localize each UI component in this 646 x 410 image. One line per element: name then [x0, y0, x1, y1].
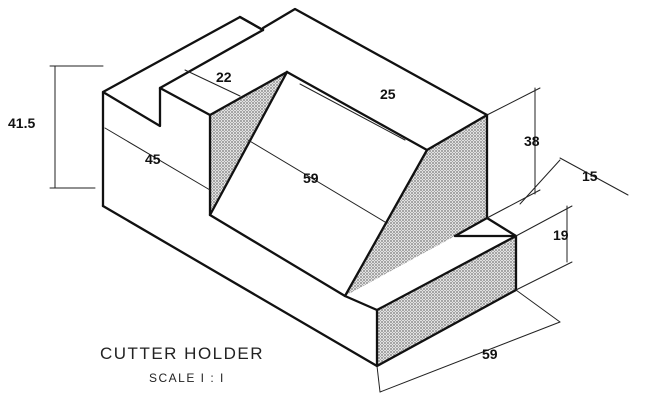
object-lines: [101, 7, 518, 368]
slope-face-edges: [208, 70, 429, 298]
drawing-title: CUTTER HOLDER: [100, 344, 264, 363]
drawing-scale: SCALE I : I: [149, 371, 225, 385]
dim-step-depth: 15: [582, 168, 598, 184]
dim-right-height: 38: [524, 133, 540, 149]
back-top-edge: [238, 7, 489, 117]
base-step-right-face: [377, 236, 516, 366]
wedge-right-face: [345, 115, 487, 296]
front-left-edge: [101, 204, 379, 368]
dim-overall-height: 41.5: [8, 115, 35, 131]
dim-left-depth: 45: [145, 151, 161, 167]
dim-side-width: 25: [380, 86, 396, 102]
dimension-lines: [49, 65, 629, 393]
dim-front-width: 59: [482, 346, 498, 362]
dim-step-height: 19: [553, 227, 569, 243]
dim-slot-width: 22: [216, 69, 232, 85]
dim-slope-length: 59: [303, 170, 319, 186]
